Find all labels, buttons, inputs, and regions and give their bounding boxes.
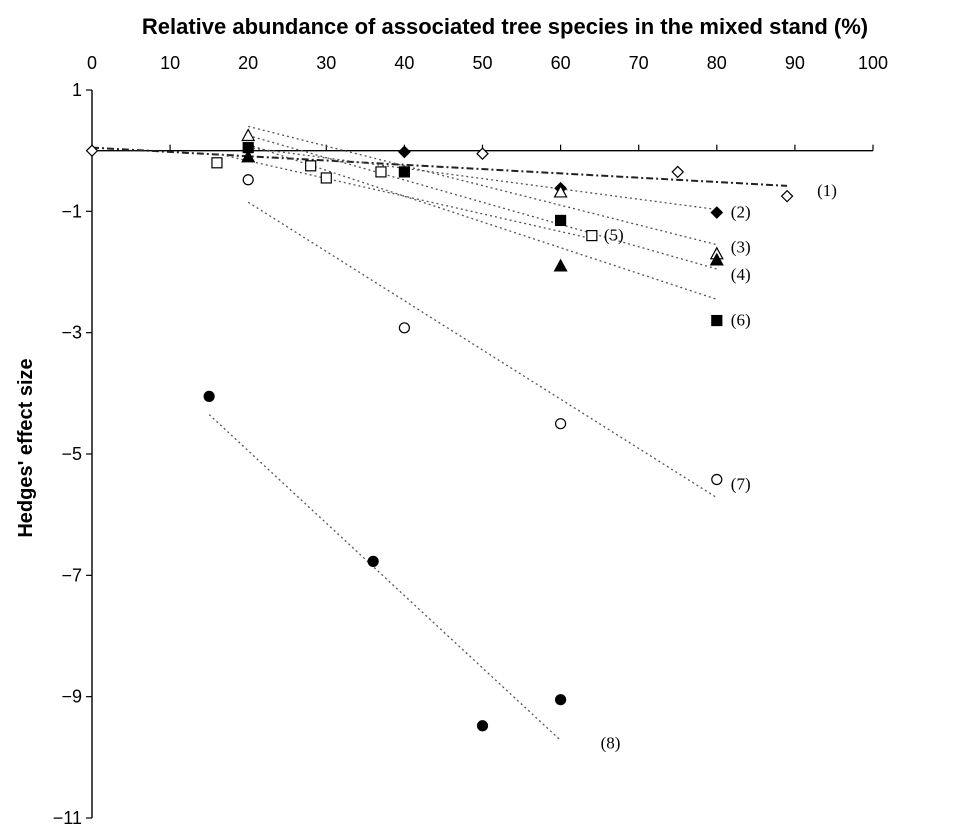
series-label: (8) [601,733,621,752]
data-point [398,145,411,159]
data-point [241,149,256,163]
data-point [367,555,379,567]
data-point [242,174,254,186]
y-tick-label: −7 [61,565,82,585]
data-point [586,230,598,242]
y-tick-label: −1 [61,201,82,221]
series-label: (4) [731,265,751,284]
series-labels: (1) (2) (3) (4) (5) (6) (7) (8) [601,181,837,752]
data-point [553,184,568,198]
y-tick-label: 1 [72,80,82,100]
data-point [780,189,794,203]
x-tick-label: 60 [551,53,571,73]
x-tick-label: 40 [394,53,414,73]
data-point [241,128,256,142]
x-tick-label: 70 [629,53,649,73]
x-tick-label: 10 [160,53,180,73]
y-tick-label: −9 [61,687,82,707]
x-axis-title: Relative abundance of associated tree sp… [142,14,868,39]
trend-line [248,134,717,270]
data-point [398,166,410,178]
x-tick-label: 100 [858,53,888,73]
y-tick-label: −11 [53,808,82,828]
data-points [85,128,794,732]
series-label: (7) [731,474,751,493]
data-point [553,258,568,272]
data-point [211,157,223,169]
x-tick-label: 80 [707,53,727,73]
data-point [554,214,567,227]
y-tick-label: −3 [61,323,82,343]
data-point [671,165,685,179]
data-point [476,720,489,732]
trend-line [248,125,717,246]
data-point [305,160,317,172]
x-tick-label: 0 [87,53,97,73]
axes: 0 10 20 30 40 50 60 70 80 90 100 1 −1 −3 −5 −7 −9 −11 [53,53,888,828]
x-tick-label: 50 [472,53,492,73]
trend-line [247,143,718,300]
data-point [320,172,332,184]
data-point [85,144,99,158]
trend-line [248,146,717,211]
y-tick-label: −5 [61,444,82,464]
data-point [242,142,254,154]
y-axis-title: Hedges' effect size [15,358,37,537]
data-point [709,252,724,266]
data-point [710,206,724,219]
series-label: (6) [731,311,751,330]
data-point [476,147,489,161]
data-point [554,694,567,706]
x-tick-label: 90 [785,53,805,73]
trend-line [247,201,718,499]
x-tick-label: 30 [316,53,336,73]
data-point [711,314,723,327]
data-point [711,473,723,486]
data-point [554,418,567,430]
trend-line [91,146,788,187]
series-label: (1) [817,181,837,200]
series-label: (3) [731,238,751,257]
series-label: (2) [731,203,751,222]
data-point [203,390,215,402]
data-point [398,322,410,334]
trend-line [216,153,592,240]
x-tick-label: 20 [238,53,258,73]
series-label: (5) [604,226,624,245]
data-point [375,166,387,178]
trend-line [208,414,562,741]
trend-lines [91,125,788,741]
